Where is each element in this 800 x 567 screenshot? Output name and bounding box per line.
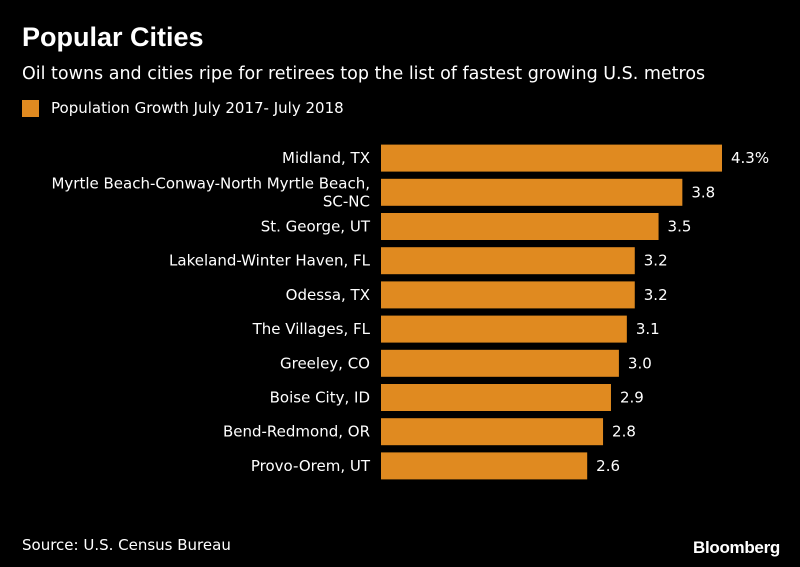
bar	[381, 315, 627, 343]
chart-title: Popular Cities	[22, 22, 204, 52]
category-label: The Villages, FL	[252, 320, 371, 338]
bar	[381, 349, 619, 377]
category-label: Provo-Orem, UT	[251, 457, 371, 475]
value-label: 2.8	[612, 423, 636, 441]
category-label: Myrtle Beach-Conway-North Myrtle Beach,	[51, 174, 370, 192]
bar	[381, 213, 659, 240]
bar	[381, 418, 604, 446]
value-label: 3.1	[636, 320, 660, 338]
category-label: Greeley, CO	[280, 354, 370, 372]
category-label: St. George, UT	[261, 218, 371, 236]
value-label: 3.2	[644, 252, 668, 270]
value-label: 2.6	[596, 457, 620, 475]
bar	[381, 281, 635, 309]
value-label: 3.8	[691, 183, 715, 201]
bar	[381, 452, 588, 480]
bar	[381, 247, 635, 275]
category-label: Bend-Redmond, OR	[223, 423, 370, 441]
bar	[381, 384, 611, 411]
bar	[381, 144, 722, 172]
value-label: 3.0	[628, 354, 652, 372]
value-label: 3.5	[668, 218, 692, 236]
value-label: 2.9	[620, 389, 644, 407]
value-label: 3.2	[644, 286, 668, 304]
category-label: Odessa, TX	[286, 286, 370, 304]
category-label: Lakeland-Winter Haven, FL	[169, 252, 371, 270]
source-note: Source: U.S. Census Bureau	[22, 536, 231, 554]
legend-swatch	[22, 99, 39, 117]
chart-subtitle: Oil towns and cities ripe for retirees t…	[22, 64, 706, 84]
legend: Population Growth July 2017- July 2018	[22, 99, 344, 117]
legend-label: Population Growth July 2017- July 2018	[51, 99, 344, 117]
bloomberg-logo: Bloomberg	[692, 538, 780, 557]
value-label: 4.3%	[731, 149, 769, 167]
category-label: SC-NC	[323, 192, 370, 210]
category-label: Boise City, ID	[270, 389, 370, 407]
category-label: Midland, TX	[282, 149, 370, 167]
bar	[381, 178, 683, 206]
